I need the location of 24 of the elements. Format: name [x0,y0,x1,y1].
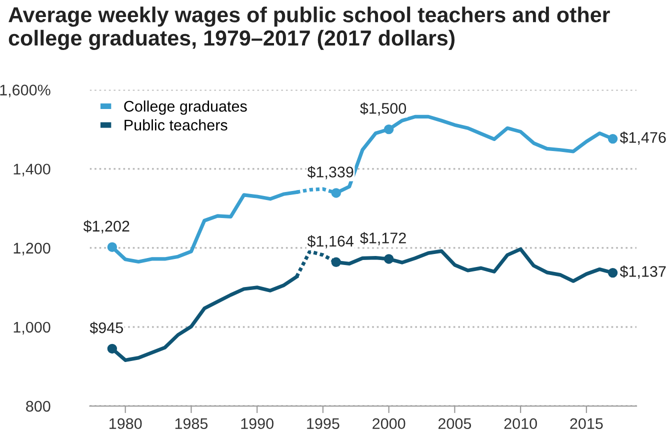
x-tick-label: 1990 [241,418,274,430]
y-tick-label: 1,000 [14,322,50,334]
annotation: $945 [90,322,123,334]
annotation: $1,172 [360,232,406,246]
x-tick-label: 1985 [175,418,208,430]
y-tick-label: 1,200 [14,242,50,256]
x-tick-label: 2005 [438,418,472,430]
annotation: $1,164 [307,235,354,248]
annotation: $1,202 [83,220,130,234]
x-tick-label: 2015 [570,418,603,430]
annotation: $1,137 [620,265,666,279]
y-tick-label: 1,400 [14,164,50,176]
legend-label: College graduates [124,100,247,115]
x-tick-label: 2000 [372,418,406,430]
y-tick-label: 800 [26,400,50,412]
annotation: $1,476 [620,131,666,145]
x-tick-label: 1980 [110,418,142,430]
annotation: $1,500 [360,102,406,116]
legend-label: Public teachers [124,119,228,131]
annotation: $1,339 [307,166,354,180]
x-tick-label: 2010 [504,418,537,430]
x-tick-label: 1995 [307,418,340,430]
y-tick-label: 1,600% [0,84,50,98]
chart-title: Average weekly wages of public school teachers and other college graduates, 1979–2017 (2017 dollars) [8,6,610,50]
